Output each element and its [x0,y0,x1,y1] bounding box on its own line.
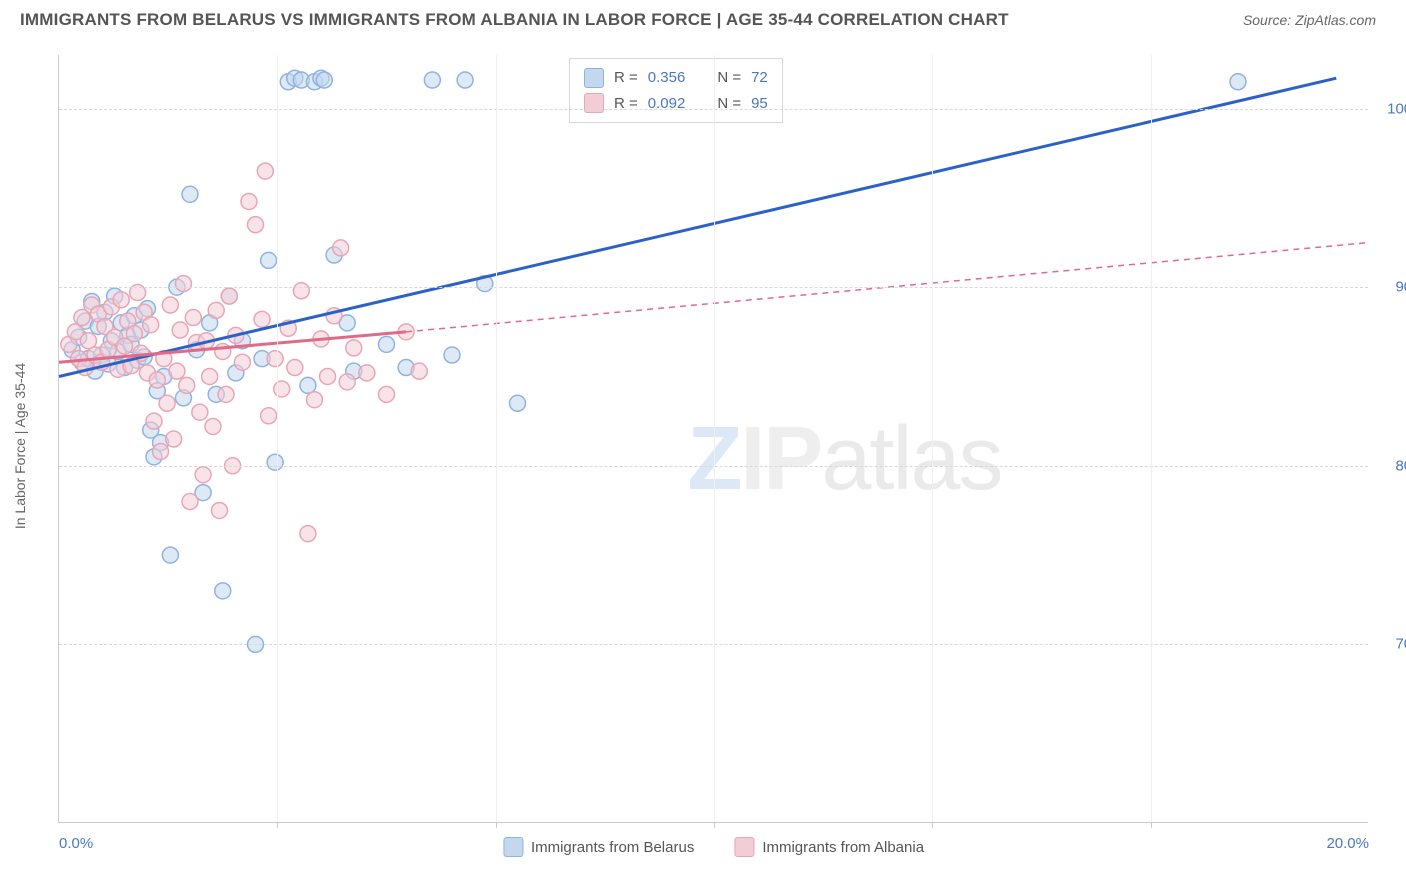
legend-swatch [584,68,604,88]
gridline-v [932,55,933,822]
source-attribution: Source: ZipAtlas.com [1243,12,1376,28]
scatter-point [202,368,218,384]
scatter-point [234,354,250,370]
xtick-mark [1151,822,1152,828]
scatter-point [205,418,221,434]
scatter-point [379,386,395,402]
ytick-label: 90.0% [1378,279,1406,296]
scatter-point [300,526,316,542]
scatter-point [254,311,270,327]
legend-swatch [734,837,754,857]
scatter-point [241,193,257,209]
stats-legend: R = 0.356 N = 72 R = 0.092 N = 95 [569,58,783,123]
chart-title: IMMIGRANTS FROM BELARUS VS IMMIGRANTS FR… [20,10,1009,30]
xtick-mark [277,822,278,828]
scatter-point [306,392,322,408]
gridline-v [277,55,278,822]
scatter-point [316,72,332,88]
scatter-point [333,240,349,256]
scatter-point [126,326,142,342]
scatter-point [211,502,227,518]
gridline-v [1151,55,1152,822]
xtick-label: 20.0% [1326,835,1369,852]
scatter-point [261,252,277,268]
scatter-point [346,340,362,356]
series-legend: Immigrants from Belarus Immigrants from … [503,837,924,857]
scatter-point [248,217,264,233]
xtick-label: 0.0% [59,835,93,852]
chart-plot-area: ZIPatlas R =0.356N =72R =0.092N =95 Immi… [58,55,1368,823]
scatter-point [274,381,290,397]
scatter-point [424,72,440,88]
scatter-point [146,413,162,429]
xtick-mark [496,822,497,828]
scatter-point [172,322,188,338]
gridline-v [714,55,715,822]
scatter-point [182,186,198,202]
r-value: 0.356 [648,65,686,91]
scatter-point [182,494,198,510]
stats-legend-row: R = 0.356 N = 72 [584,65,768,91]
scatter-point [339,374,355,390]
scatter-point [267,351,283,367]
scatter-point [444,347,460,363]
scatter-point [162,547,178,563]
n-label: N = [717,91,741,117]
xtick-mark [714,822,715,828]
scatter-point [379,336,395,352]
scatter-point [175,276,191,292]
scatter-point [143,317,159,333]
legend-swatch [584,93,604,113]
scatter-point [257,163,273,179]
ytick-label: 80.0% [1378,457,1406,474]
scatter-point [179,377,195,393]
y-axis-label: In Labor Force | Age 35-44 [12,363,28,529]
scatter-point [215,583,231,599]
ytick-label: 70.0% [1378,636,1406,653]
scatter-point [293,283,309,299]
scatter-point [261,408,277,424]
r-label: R = [614,65,638,91]
scatter-point [153,444,169,460]
scatter-point [510,395,526,411]
scatter-point [221,288,237,304]
xtick-mark [932,822,933,828]
legend-label-belarus: Immigrants from Belarus [531,839,694,856]
legend-swatch [503,837,523,857]
scatter-point [185,310,201,326]
scatter-point [192,404,208,420]
r-label: R = [614,91,638,117]
scatter-point [320,368,336,384]
scatter-point [166,431,182,447]
scatter-point [162,297,178,313]
scatter-point [208,302,224,318]
scatter-point [457,72,473,88]
scatter-point [149,372,165,388]
legend-label-albania: Immigrants from Albania [762,839,924,856]
scatter-point [287,360,303,376]
scatter-point [159,395,175,411]
scatter-point [169,363,185,379]
scatter-point [218,386,234,402]
scatter-point [359,365,375,381]
r-value: 0.092 [648,91,686,117]
scatter-point [113,292,129,308]
n-value: 95 [751,91,768,117]
scatter-point [1230,74,1246,90]
ytick-label: 100.0% [1378,100,1406,117]
legend-item-belarus: Immigrants from Belarus [503,837,694,857]
n-value: 72 [751,65,768,91]
scatter-point [195,467,211,483]
gridline-v [496,55,497,822]
stats-legend-row: R = 0.092 N = 95 [584,91,768,117]
n-label: N = [717,65,741,91]
scatter-point [411,363,427,379]
scatter-point [267,454,283,470]
legend-item-albania: Immigrants from Albania [734,837,924,857]
